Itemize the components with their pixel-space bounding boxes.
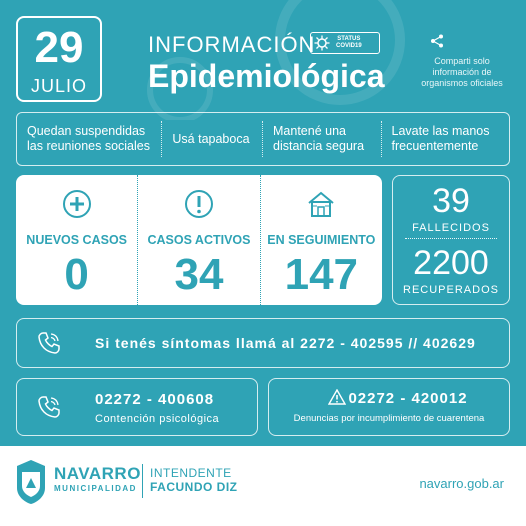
status-covid-badge: STATUS COVID19 bbox=[310, 32, 380, 54]
report-number-text: 02272 - 420012 bbox=[348, 390, 468, 407]
stat-active-cases: CASOS ACTIVOS 34 bbox=[137, 175, 259, 305]
advice-item: Lavate las manos frecuentemente bbox=[391, 124, 490, 153]
exclamation-circle-icon bbox=[184, 190, 213, 218]
divider bbox=[380, 121, 382, 157]
psych-number: 02272 - 400608 bbox=[95, 391, 215, 408]
stat-label: CASOS ACTIVOS bbox=[147, 233, 251, 247]
stat-value: 34 bbox=[174, 250, 224, 299]
footer: NAVARRO MUNICIPALIDAD INTENDENTE FACUNDO… bbox=[0, 446, 526, 526]
report-number: 02272 - 420012 bbox=[269, 388, 509, 407]
symptoms-hotline[interactable]: Si tenés síntomas llamá al 2272 - 402595… bbox=[16, 318, 510, 368]
advice-item: Usá tapaboca bbox=[172, 131, 250, 146]
brand-sub: MUNICIPALIDAD bbox=[54, 484, 137, 493]
divider bbox=[405, 238, 497, 239]
municipal-shield-logo bbox=[17, 460, 45, 504]
date-day: 29 bbox=[34, 23, 84, 72]
symptoms-text: Si tenés síntomas llamá al 2272 - 402595… bbox=[95, 335, 476, 351]
advice-item: Mantené una distancia segura bbox=[273, 124, 365, 153]
stat-monitoring: EN SEGUIMIENTO 147 bbox=[259, 175, 382, 305]
date-month: JULIO bbox=[30, 76, 87, 96]
stat-value: 0 bbox=[64, 250, 89, 299]
share-disclaimer: Comparti solo información de organismos … bbox=[421, 56, 503, 88]
psych-support-box[interactable]: 02272 - 400608 Contención psicológica bbox=[16, 378, 258, 436]
website-link[interactable]: navarro.gob.ar bbox=[419, 476, 504, 491]
date-box: 29 JULIO bbox=[16, 16, 102, 102]
intendente-title: INTENDENTE bbox=[150, 466, 232, 480]
report-label: Denuncias por incumplimiento de cuarente… bbox=[293, 413, 485, 424]
stat-label: NUEVOS CASOS bbox=[26, 233, 128, 247]
divider bbox=[142, 464, 143, 498]
status-line2: COVID19 bbox=[336, 43, 362, 49]
title-top: INFORMACIÓN bbox=[148, 32, 316, 57]
deaths-value: 39 bbox=[432, 182, 470, 220]
stat-label: EN SEGUIMIENTO bbox=[267, 233, 376, 247]
stat-value: 147 bbox=[284, 250, 359, 299]
status-line1: STATUS bbox=[337, 36, 361, 42]
brand-name: NAVARRO bbox=[54, 464, 141, 483]
psych-label: Contención psicológica bbox=[95, 413, 220, 425]
outcomes-panel: 39 FALLECIDOS 2200 RECUPERADOS bbox=[392, 175, 510, 305]
advice-item: Quedan suspendidas las reuniones sociale… bbox=[27, 124, 150, 153]
recovered-label: RECUPERADOS bbox=[403, 284, 499, 296]
brand: NAVARRO MUNICIPALIDAD bbox=[54, 464, 141, 493]
house-icon bbox=[308, 191, 334, 217]
phone-icon bbox=[38, 332, 60, 354]
virus-icon bbox=[314, 35, 330, 51]
stats-panel: NUEVOS CASOS 0 CASOS ACTIVOS 34 EN SEGUI… bbox=[16, 175, 382, 305]
page-title: Epidemiológica bbox=[148, 58, 385, 94]
intendente: INTENDENTE FACUNDO DIZ bbox=[150, 466, 238, 494]
intendente-name: FACUNDO DIZ bbox=[150, 480, 238, 494]
recovered-value: 2200 bbox=[413, 244, 489, 282]
report-box[interactable]: 02272 - 420012 Denuncias por incumplimie… bbox=[268, 378, 510, 436]
divider bbox=[161, 121, 163, 157]
divider bbox=[262, 121, 263, 157]
warning-icon bbox=[328, 388, 347, 405]
share-icon[interactable] bbox=[430, 34, 444, 48]
plus-circle-icon bbox=[62, 190, 91, 218]
advice-row: Quedan suspendidas las reuniones sociale… bbox=[16, 112, 510, 166]
stat-new-cases: NUEVOS CASOS 0 bbox=[16, 175, 137, 305]
phone-icon bbox=[38, 396, 60, 418]
deaths-label: FALLECIDOS bbox=[412, 222, 490, 234]
